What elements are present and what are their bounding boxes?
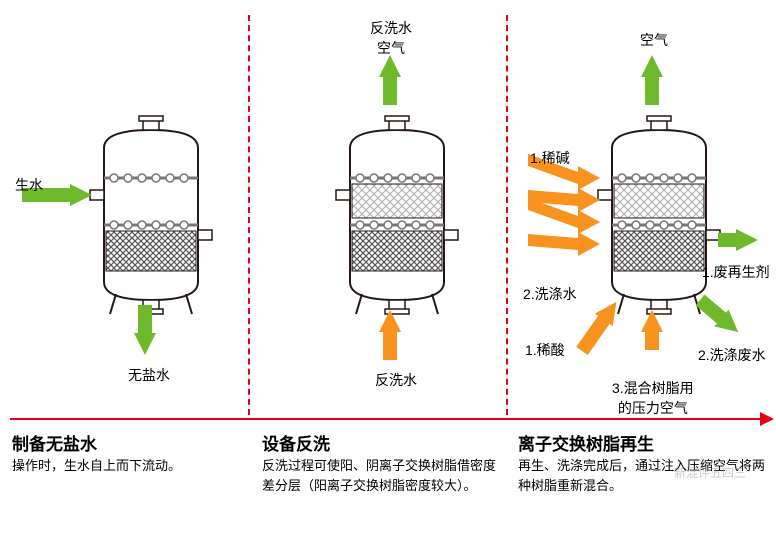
section-desc-1: 操作时，生水自上而下流动。	[12, 456, 242, 476]
arrow-label: 生水	[15, 175, 43, 195]
arrow-label: 空气	[640, 30, 668, 50]
arrow-label: 1.稀酸	[525, 340, 565, 360]
section-desc-2: 反洗过程可使阳、阴离子交换树脂借密度差分层（阳离子交换树脂密度较大）。	[262, 456, 497, 495]
section-title-2: 设备反洗	[262, 430, 330, 455]
section-title-3: 离子交换树脂再生	[518, 430, 654, 455]
diagram-canvas	[0, 0, 776, 420]
arrow-label: 无盐水	[128, 365, 170, 385]
arrow-label: 反洗水 空气	[370, 18, 412, 58]
watermark: 新混评五四三	[674, 464, 746, 481]
arrow-label: 2.洗涤水	[523, 284, 577, 304]
arrow-label: 1.稀碱	[530, 148, 570, 168]
arrow-label: 2.洗涤废水	[698, 345, 766, 365]
arrow-label: 反洗水	[375, 370, 417, 390]
arrow-label: 1.废再生剂	[702, 262, 770, 282]
arrow-label: 3.混合树脂用 的压力空气	[612, 378, 694, 418]
section-title-1: 制备无盐水	[12, 430, 97, 455]
